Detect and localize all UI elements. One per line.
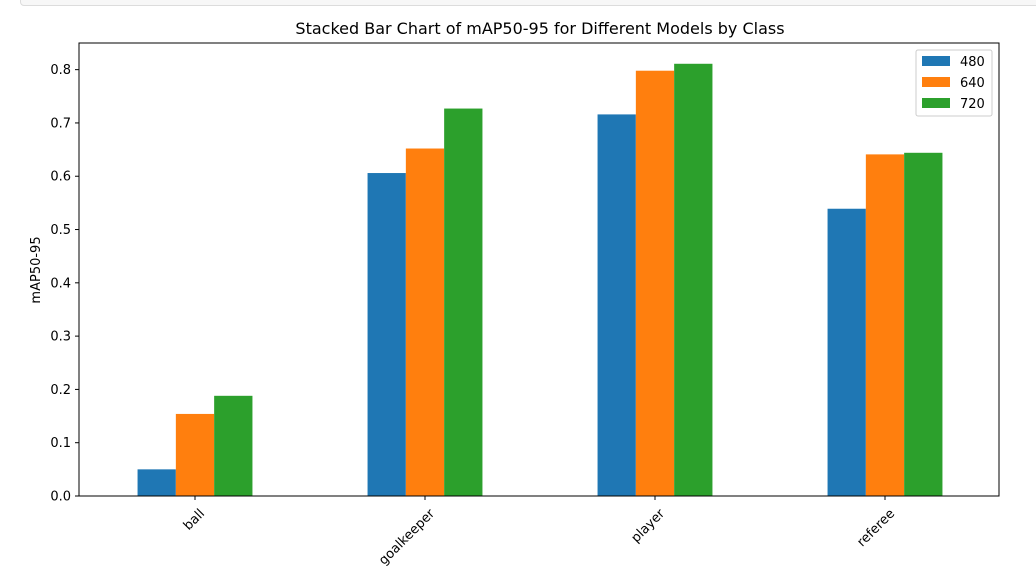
bar-player-640 bbox=[635, 70, 675, 497]
y-tick-label: 0.5 bbox=[50, 223, 71, 238]
x-tick-label: goalkeeper bbox=[376, 506, 438, 568]
y-tick-label: 0.8 bbox=[50, 63, 71, 78]
legend-swatch-480 bbox=[922, 56, 950, 66]
bar-goalkeeper-480 bbox=[367, 173, 406, 497]
legend-swatch-720 bbox=[922, 98, 950, 108]
legend-label-720: 720 bbox=[960, 97, 985, 112]
y-tick-label: 0.2 bbox=[50, 383, 71, 398]
x-tick-label: referee bbox=[854, 506, 898, 550]
chart-title: Stacked Bar Chart of mAP50-95 for Differ… bbox=[295, 19, 784, 38]
bar-referee-720 bbox=[904, 152, 943, 497]
y-tick-label: 0.1 bbox=[50, 436, 71, 451]
y-axis-label: mAP50-95 bbox=[29, 236, 44, 303]
bar-ball-480 bbox=[137, 469, 176, 496]
y-tick-label: 0.7 bbox=[50, 116, 71, 131]
bar-referee-640 bbox=[865, 154, 905, 496]
bar-player-720 bbox=[674, 63, 713, 496]
legend-swatch-640 bbox=[922, 77, 950, 87]
bar-player-480 bbox=[597, 114, 636, 496]
plot-frame bbox=[78, 42, 1000, 497]
y-tick-label: 0.4 bbox=[50, 276, 71, 291]
y-tick-label: 0.3 bbox=[50, 330, 71, 345]
bar-group bbox=[137, 63, 943, 497]
legend-label-480: 480 bbox=[960, 55, 985, 70]
x-tick-label: player bbox=[629, 506, 669, 546]
bar-goalkeeper-720 bbox=[444, 108, 483, 497]
legend-label-640: 640 bbox=[960, 76, 985, 91]
x-axis: ball goalkeeper player referee bbox=[181, 496, 898, 568]
legend: 480 640 720 bbox=[915, 49, 993, 117]
y-tick-label: 0.6 bbox=[50, 170, 71, 185]
window-top-edge bbox=[20, 0, 1036, 6]
x-tick-label: ball bbox=[181, 506, 208, 533]
bar-goalkeeper-640 bbox=[405, 148, 445, 496]
bar-referee-480 bbox=[827, 208, 866, 497]
y-tick-label: 0.0 bbox=[50, 490, 71, 505]
bar-ball-720 bbox=[214, 395, 253, 496]
y-axis: 0.0 0.1 0.2 0.3 0.4 0.5 0.6 0.7 0.8 bbox=[50, 63, 79, 505]
bar-ball-640 bbox=[175, 413, 215, 496]
